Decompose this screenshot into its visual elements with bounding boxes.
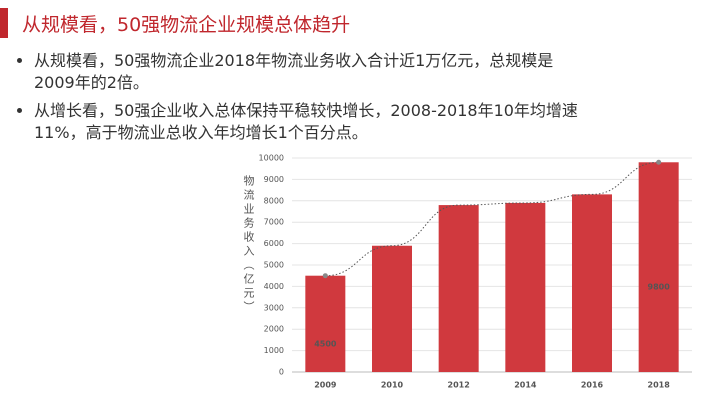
y-tick-label: 7000 bbox=[264, 218, 284, 227]
y-tick-label: 2000 bbox=[264, 325, 284, 334]
x-tick-label: 2018 bbox=[648, 381, 671, 390]
x-tick-label: 2016 bbox=[581, 381, 604, 390]
y-tick-label: 1000 bbox=[264, 346, 284, 355]
slide-title: 从规模看，50强物流企业规模总体趋升 bbox=[22, 14, 351, 36]
y-tick-label: 9000 bbox=[264, 175, 284, 184]
x-tick-label: 2010 bbox=[381, 381, 404, 390]
y-tick-label: 4000 bbox=[264, 282, 284, 291]
bar bbox=[638, 162, 679, 372]
y-tick-label: 3000 bbox=[264, 303, 284, 312]
trend-point bbox=[656, 159, 662, 165]
y-tick-label: 0 bbox=[279, 368, 284, 377]
bar bbox=[505, 202, 546, 372]
y-tick-label: 6000 bbox=[264, 239, 284, 248]
data-label: 9800 bbox=[648, 283, 671, 292]
y-tick-label: 10000 bbox=[259, 154, 284, 163]
bar bbox=[438, 205, 479, 372]
bullet-list: 从规模看，50强物流企业2018年物流业务收入合计近1万亿元，总规模是2009年… bbox=[10, 50, 582, 150]
x-tick-label: 2014 bbox=[514, 381, 537, 390]
y-tick-label: 5000 bbox=[264, 261, 284, 270]
x-tick-label: 2012 bbox=[448, 381, 470, 390]
bullet: 从增长看，50强企业收入总体保持平稳较快增长，2008-2018年10年均增速1… bbox=[34, 100, 582, 144]
bar bbox=[305, 275, 346, 372]
x-tick-label: 2009 bbox=[314, 381, 337, 390]
data-label: 4500 bbox=[314, 339, 337, 348]
bar bbox=[372, 245, 412, 372]
y-axis-label: 物流业务收入（亿元） bbox=[242, 174, 255, 315]
bar bbox=[572, 194, 612, 372]
title-accent bbox=[0, 8, 8, 38]
bullet: 从规模看，50强物流企业2018年物流业务收入合计近1万亿元，总规模是2009年… bbox=[34, 50, 582, 94]
trend-point bbox=[322, 273, 328, 279]
y-tick-label: 8000 bbox=[264, 196, 284, 205]
